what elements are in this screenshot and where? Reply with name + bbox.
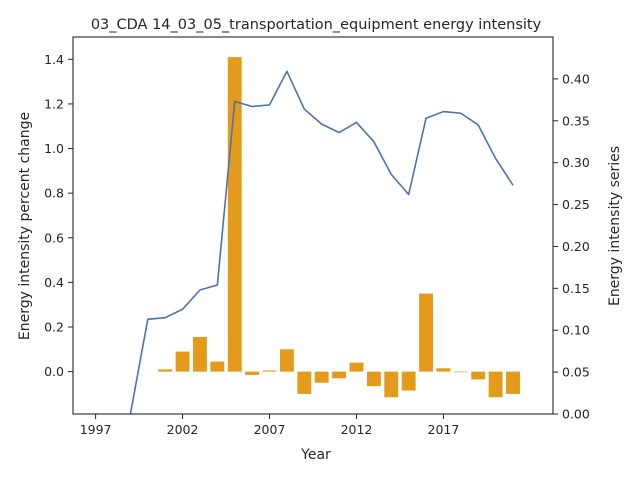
y-tick-left-label: 0.6 [44,230,64,245]
y-tick-right-label: 0.40 [562,71,590,86]
x-tick-label: 2017 [428,422,460,437]
y-tick-right-label: 0.15 [562,281,590,296]
y-axis-right-label: Energy intensity series [607,146,623,306]
y-tick-right-label: 0.10 [562,323,590,338]
bar [297,371,312,394]
bar [175,351,190,372]
bar [401,371,416,391]
bar [349,362,364,372]
y-tick-right-label: 0.30 [562,155,590,170]
bar [436,368,451,372]
bar [210,361,225,372]
bar [158,369,173,372]
y-tick-left-label: 0.8 [44,186,64,201]
plot-frame [72,36,554,415]
bar [419,293,433,372]
x-axis-label: Year [300,447,331,463]
y-tick-right-label: 0.05 [562,365,590,380]
bar [262,370,277,372]
y-tick-left-label: 0.0 [44,364,64,379]
bar [384,371,399,398]
bar [488,371,503,398]
x-tick-label: 1997 [80,422,112,437]
y-tick-left-label: 1.4 [44,52,64,67]
bar [506,371,520,394]
axes: 1997 2002 2007 2012 2017 0.0 0.2 0.4 0.6 0.8 1.0 1.… [44,36,590,437]
x-tick-label: 2012 [341,422,373,437]
y-tick-right-label: 0.00 [562,407,590,422]
bar [471,371,486,380]
y-tick-left-label: 0.2 [44,320,64,335]
x-tick-label: 2002 [167,422,199,437]
bar [332,371,347,379]
y-tick-left-label: 1.0 [44,141,64,156]
y-tick-right-label: 0.20 [562,239,590,254]
bar [279,349,294,372]
bar [453,371,468,373]
y-axis-left-label: Energy intensity percent change [17,112,33,340]
chart-title: 03_CDA 14_03_05_transportation_equipment… [91,17,542,33]
y-tick-right-label: 0.25 [562,197,590,212]
bar [193,337,207,372]
bar [245,371,260,375]
plot-area [129,57,520,414]
y-tick-left-label: 0.4 [44,275,64,290]
x-tick-label: 2007 [254,422,286,437]
line-series [129,70,514,414]
y-tick-left-label: 1.2 [44,96,64,111]
bar [314,371,329,383]
bar [366,371,381,387]
series-line [129,70,514,414]
y-tick-right-label: 0.35 [562,113,590,128]
